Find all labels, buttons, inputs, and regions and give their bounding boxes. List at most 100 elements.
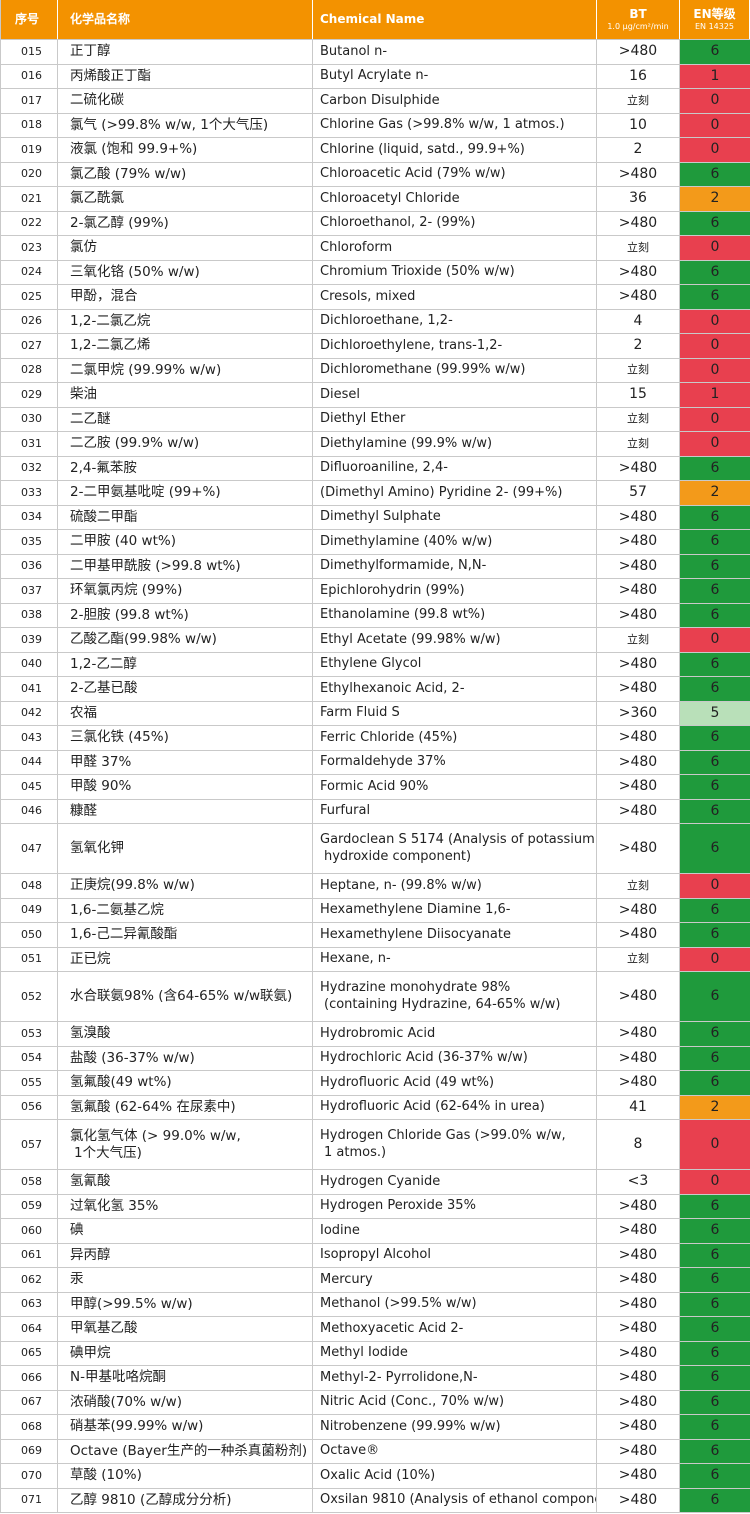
en-name: Oxalic Acid (10%) — [313, 1464, 597, 1488]
en-level: 6 — [680, 1464, 750, 1488]
table-row: 044 甲醛 37% Formaldehyde 37% >480 6 — [0, 750, 750, 775]
table-row: 066 N-甲基吡咯烷酮 Methyl-2- Pyrrolidone,N- >480 6 — [0, 1366, 750, 1391]
cn-name: 草酸 (10%) — [58, 1464, 313, 1488]
en-level: 0 — [680, 432, 750, 456]
en-name: Chloroethanol, 2- (99%) — [313, 211, 597, 235]
en-level: 0 — [680, 236, 750, 260]
cn-name: N-甲基吡咯烷酮 — [58, 1366, 313, 1390]
cn-name: 水合联氨98% (含64-65% w/w联氨) — [58, 972, 313, 1021]
en-name: Nitrobenzene (99.99% w/w) — [313, 1415, 597, 1439]
cn-name: 二乙胺 (99.9% w/w) — [58, 432, 313, 456]
table-row: 046 糠醛 Furfural >480 6 — [0, 799, 750, 824]
row-no: 029 — [0, 383, 58, 407]
bt-time: >480 — [597, 1464, 680, 1488]
cn-name: 2-胆胺 (99.8 wt%) — [58, 603, 313, 627]
cn-name: 三氯化铁 (45%) — [58, 726, 313, 750]
en-name: Dimethylformamide, N,N- — [313, 554, 597, 578]
row-no: 034 — [0, 505, 58, 529]
en-level: 6 — [680, 775, 750, 799]
cn-name: 1,6-己二异氰酸酯 — [58, 923, 313, 947]
en-level: 6 — [680, 456, 750, 480]
cn-name: 2-二甲氨基吡啶 (99+%) — [58, 481, 313, 505]
en-level: 6 — [680, 505, 750, 529]
row-no: 049 — [0, 898, 58, 922]
en-name: Ethyl Acetate (99.98% w/w) — [313, 628, 597, 652]
table-row: 056 氢氟酸 (62-64% 在尿素中) Hydrofluoric Acid (6… — [0, 1095, 750, 1120]
en-name: Cresols, mixed — [313, 285, 597, 309]
row-no: 044 — [0, 750, 58, 774]
header-row: 序号 化学品名称 Chemical Name BT 1.0 μg/cm²/min… — [0, 0, 750, 40]
header-no: 序号 — [0, 0, 58, 39]
table-row: 059 过氧化氢 35% Hydrogen Peroxide 35% >480 6 — [0, 1194, 750, 1219]
table-row: 039 乙酸乙酯(99.98% w/w) Ethyl Acetate (99.98%… — [0, 628, 750, 653]
table-row: 068 硝基苯(99.99% w/w) Nitrobenzene (99.99% w… — [0, 1415, 750, 1440]
en-name: Dichloroethylene, trans-1,2- — [313, 334, 597, 358]
row-no: 039 — [0, 628, 58, 652]
table-row: 052 水合联氨98% (含64-65% w/w联氨) Hydrazine mono… — [0, 972, 750, 1022]
en-level: 2 — [680, 1095, 750, 1119]
cn-name: 乙酸乙酯(99.98% w/w) — [58, 628, 313, 652]
row-no: 071 — [0, 1488, 58, 1512]
cn-name: 二甲胺 (40 wt%) — [58, 530, 313, 554]
table-row: 024 三氧化铬 (50% w/w) Chromium Trioxide (50% … — [0, 260, 750, 285]
en-name: Hydrogen Chloride Gas (>99.0% w/w, 1 atmo… — [313, 1120, 597, 1169]
row-no: 025 — [0, 285, 58, 309]
cn-name: 正庚烷(99.8% w/w) — [58, 874, 313, 898]
cn-name: 浓硝酸(70% w/w) — [58, 1390, 313, 1414]
en-level: 6 — [680, 40, 750, 64]
row-no: 015 — [0, 40, 58, 64]
table-row: 051 正已烷 Hexane, n- 立刻 0 — [0, 947, 750, 972]
en-level: 6 — [680, 1390, 750, 1414]
cell-line: Gardoclean S 5174 (Analysis of potassium — [320, 832, 595, 848]
table-row: 021 氯乙酰氯 Chloroacetyl Chloride 36 2 — [0, 187, 750, 212]
row-no: 054 — [0, 1046, 58, 1070]
bt-time: >360 — [597, 701, 680, 725]
table-row: 032 2,4-氟苯胺 Difluoroaniline, 2,4- >480 6 — [0, 456, 750, 481]
bt-time: >480 — [597, 1439, 680, 1463]
row-no: 031 — [0, 432, 58, 456]
cn-name: Octave (Bayer生产的一种杀真菌粉剂) — [58, 1439, 313, 1463]
en-name: Diethyl Ether — [313, 407, 597, 431]
cn-name: 甲醇(>99.5% w/w) — [58, 1292, 313, 1316]
cn-name: 汞 — [58, 1268, 313, 1292]
en-name: Oxsilan 9810 (Analysis of ethanol compon… — [313, 1488, 597, 1512]
en-level: 0 — [680, 947, 750, 971]
en-name: Dimethyl Sulphate — [313, 505, 597, 529]
cn-name: 氢氟酸(49 wt%) — [58, 1071, 313, 1095]
en-name: Farm Fluid S — [313, 701, 597, 725]
en-level: 6 — [680, 923, 750, 947]
cn-name: 碘 — [58, 1219, 313, 1243]
bt-time: >480 — [597, 1219, 680, 1243]
bt-time: >480 — [597, 554, 680, 578]
en-level: 6 — [680, 1439, 750, 1463]
row-no: 063 — [0, 1292, 58, 1316]
en-name: Butanol n- — [313, 40, 597, 64]
en-name: Dimethylamine (40% w/w) — [313, 530, 597, 554]
bt-time: >480 — [597, 972, 680, 1021]
en-name: Chromium Trioxide (50% w/w) — [313, 260, 597, 284]
bt-time: 2 — [597, 334, 680, 358]
en-level: 1 — [680, 383, 750, 407]
en-name: Hexamethylene Diisocyanate — [313, 923, 597, 947]
table-row: 045 甲酸 90% Formic Acid 90% >480 6 — [0, 775, 750, 800]
cn-name: 三氧化铬 (50% w/w) — [58, 260, 313, 284]
en-name: Carbon Disulphide — [313, 89, 597, 113]
en-level: 6 — [680, 530, 750, 554]
bt-time: >480 — [597, 1194, 680, 1218]
en-name: Hydrofluoric Acid (62-64% in urea) — [313, 1095, 597, 1119]
row-no: 018 — [0, 113, 58, 137]
en-name: Dichloromethane (99.99% w/w) — [313, 358, 597, 382]
en-level: 6 — [680, 750, 750, 774]
en-name: Hydrobromic Acid — [313, 1022, 597, 1046]
en-name: Gardoclean S 5174 (Analysis of potassium… — [313, 824, 597, 873]
en-level: 6 — [680, 1243, 750, 1267]
row-no: 040 — [0, 652, 58, 676]
bt-time: 立刻 — [597, 432, 680, 456]
cn-name: 2-氯乙醇 (99%) — [58, 211, 313, 235]
cell-line: hydroxide component) — [324, 848, 472, 864]
en-name: (Dimethyl Amino) Pyridine 2- (99+%) — [313, 481, 597, 505]
row-no: 020 — [0, 162, 58, 186]
bt-time: >480 — [597, 530, 680, 554]
cn-name: 氢溴酸 — [58, 1022, 313, 1046]
row-no: 053 — [0, 1022, 58, 1046]
